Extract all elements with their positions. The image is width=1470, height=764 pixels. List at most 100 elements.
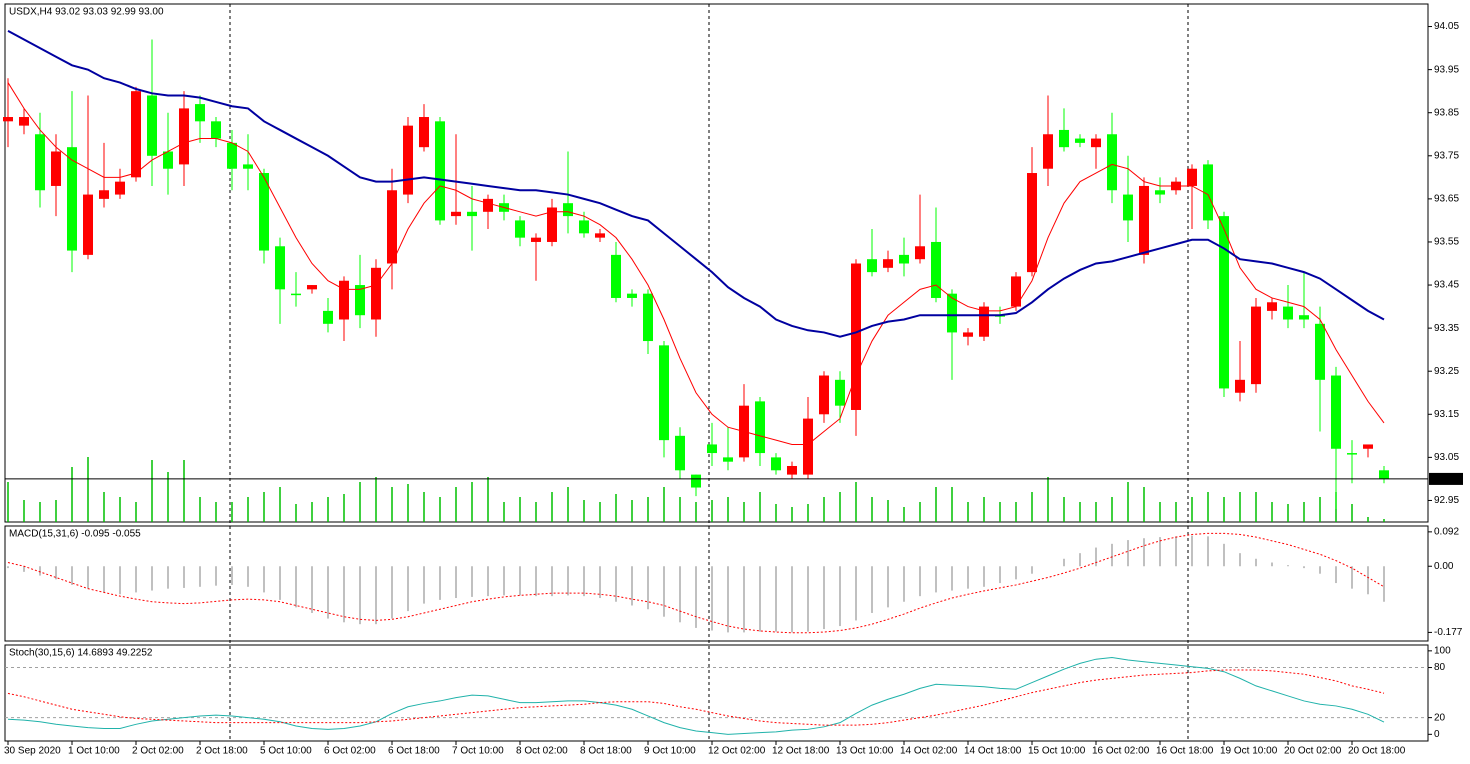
candle-body bbox=[963, 332, 973, 337]
y-tick-label: 93.95 bbox=[1434, 64, 1459, 75]
candle-body bbox=[1027, 173, 1037, 273]
x-tick-label: 16 Oct 02:00 bbox=[1092, 746, 1150, 757]
x-tick-label: 14 Oct 18:00 bbox=[964, 746, 1022, 757]
x-tick-label: 8 Oct 18:00 bbox=[580, 746, 632, 757]
candle-body bbox=[355, 285, 365, 316]
stoch-panel bbox=[4, 644, 1429, 742]
candle-body bbox=[1011, 276, 1021, 307]
candle-body bbox=[899, 254, 909, 264]
candle-body bbox=[435, 121, 445, 221]
candle-body bbox=[403, 125, 413, 195]
macd-panel bbox=[4, 525, 1429, 642]
x-tick-label: 20 Oct 02:00 bbox=[1284, 746, 1342, 757]
y-tick-label: 93.25 bbox=[1434, 366, 1459, 377]
candle-body bbox=[195, 104, 205, 122]
candle-body bbox=[227, 142, 237, 169]
candle-body bbox=[483, 198, 493, 212]
candle-body bbox=[1267, 302, 1277, 311]
candle-body bbox=[675, 435, 685, 471]
candle-body bbox=[803, 418, 813, 475]
candle-body bbox=[275, 246, 285, 290]
y-tick-label: 93.55 bbox=[1434, 237, 1459, 248]
x-tick-label: 19 Oct 10:00 bbox=[1220, 746, 1278, 757]
x-tick-label: 6 Oct 02:00 bbox=[324, 746, 376, 757]
candle-body bbox=[259, 173, 269, 251]
candle-body bbox=[99, 190, 109, 199]
candle-body bbox=[547, 207, 557, 242]
candle-body bbox=[1251, 306, 1261, 385]
candle-body bbox=[771, 457, 781, 471]
candle-body bbox=[563, 203, 573, 217]
stoch-line bbox=[7, 669, 1385, 726]
y-tick-label: 93.35 bbox=[1434, 323, 1459, 334]
candle-body bbox=[387, 190, 397, 264]
x-tick-label: 1 Oct 10:00 bbox=[68, 746, 120, 757]
candle-body bbox=[19, 117, 29, 126]
candle-body bbox=[1155, 190, 1165, 195]
candle-body bbox=[931, 241, 941, 298]
candle-body bbox=[515, 220, 525, 238]
candle-body bbox=[243, 164, 253, 169]
x-tick-label: 14 Oct 02:00 bbox=[900, 746, 958, 757]
candle-body bbox=[323, 310, 333, 324]
candle-body bbox=[147, 95, 157, 156]
y-tick-label: 0.092 bbox=[1434, 526, 1459, 537]
candle-body bbox=[339, 280, 349, 320]
y-tick-label: 93.45 bbox=[1434, 280, 1459, 291]
candle-body bbox=[307, 285, 317, 290]
candle-body bbox=[371, 267, 381, 320]
candle-body bbox=[1219, 216, 1229, 389]
candle-body bbox=[1283, 306, 1293, 320]
candle-body bbox=[67, 147, 77, 251]
candle-body bbox=[35, 134, 45, 191]
candle-body bbox=[1043, 134, 1053, 169]
candle-body bbox=[1123, 194, 1133, 221]
candle-body bbox=[531, 237, 541, 242]
candle-body bbox=[467, 211, 477, 217]
candle-body bbox=[1347, 453, 1357, 455]
x-tick-label: 16 Oct 18:00 bbox=[1156, 746, 1214, 757]
candle-body bbox=[1139, 185, 1149, 255]
candle-body bbox=[851, 263, 861, 410]
y-tick-label: 0.00 bbox=[1434, 561, 1454, 572]
candle-body bbox=[115, 181, 125, 195]
stoch-title: Stoch(30,15,6) 14.6893 49.2252 bbox=[9, 648, 153, 659]
candle-body bbox=[755, 401, 765, 454]
x-tick-label: 2 Oct 02:00 bbox=[132, 746, 184, 757]
candle-body bbox=[1379, 470, 1389, 479]
candle-body bbox=[1363, 444, 1373, 449]
candle-body bbox=[867, 259, 877, 273]
candle-body bbox=[1299, 315, 1309, 320]
macd-title: MACD(15,31,6) -0.095 -0.055 bbox=[9, 529, 141, 540]
candle-body bbox=[451, 211, 461, 217]
candle-body bbox=[179, 108, 189, 165]
moving-average bbox=[7, 29, 1385, 338]
candle-body bbox=[979, 306, 989, 337]
signal-line bbox=[7, 532, 1385, 634]
x-tick-label: 13 Oct 10:00 bbox=[836, 746, 894, 757]
y-tick-label: 20 bbox=[1434, 712, 1446, 723]
candle-body bbox=[835, 379, 845, 406]
stoch-line bbox=[7, 657, 1385, 735]
main-title: USDX,H4 93.02 93.03 92.99 93.00 bbox=[9, 7, 164, 18]
candle-body bbox=[163, 151, 173, 169]
candle-body bbox=[51, 151, 61, 186]
candle-body bbox=[1107, 134, 1117, 191]
candle-body bbox=[819, 375, 829, 415]
y-tick-label: 100 bbox=[1434, 645, 1451, 656]
candle-body bbox=[1331, 375, 1341, 449]
candle-body bbox=[1075, 138, 1085, 143]
candle-body bbox=[83, 194, 93, 255]
candle-body bbox=[915, 246, 925, 260]
candle-body bbox=[419, 117, 429, 148]
y-tick-label: 92.95 bbox=[1434, 495, 1459, 506]
x-tick-label: 12 Oct 18:00 bbox=[772, 746, 830, 757]
candle-body bbox=[611, 254, 621, 298]
last-price-label: 93.00 bbox=[1432, 474, 1457, 485]
candle-body bbox=[1187, 168, 1197, 186]
candle-body bbox=[627, 293, 637, 298]
y-tick-label: 93.65 bbox=[1434, 194, 1459, 205]
candle-body bbox=[947, 293, 957, 333]
candle-body bbox=[291, 293, 301, 296]
